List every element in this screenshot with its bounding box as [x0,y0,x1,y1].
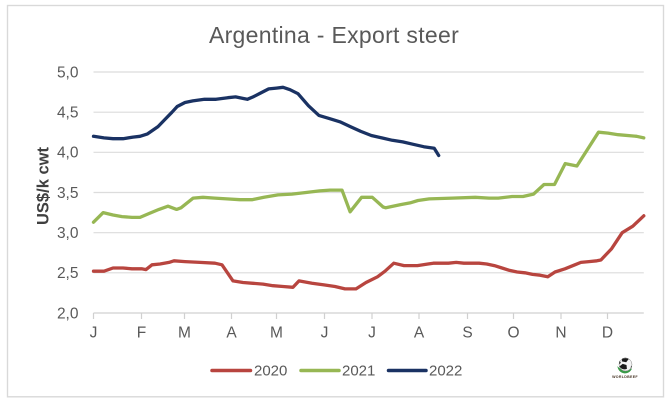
svg-text:D: D [602,325,613,342]
svg-text:N: N [555,325,566,342]
svg-text:A: A [226,325,237,342]
svg-text:3,5: 3,5 [57,185,79,202]
svg-text:Argentina - Export steer: Argentina - Export steer [209,22,459,48]
svg-text:A: A [414,325,425,342]
svg-text:2,5: 2,5 [57,265,79,282]
svg-text:2021: 2021 [342,363,375,380]
svg-text:3,0: 3,0 [57,225,79,242]
svg-text:J: J [90,325,98,342]
svg-text:M: M [270,325,283,342]
svg-text:2020: 2020 [254,363,287,380]
svg-text:2022: 2022 [429,363,462,380]
svg-text:5,0: 5,0 [57,64,79,81]
svg-text:J: J [321,325,329,342]
svg-text:F: F [137,325,146,342]
svg-text:4,0: 4,0 [57,145,79,162]
svg-text:WORLDBEEF: WORLDBEEF [612,375,638,379]
svg-text:O: O [507,325,519,342]
svg-text:S: S [462,325,472,342]
svg-text:4,5: 4,5 [57,105,79,122]
svg-text:2,0: 2,0 [57,305,79,322]
svg-text:US$/k cwt: US$/k cwt [35,147,53,225]
svg-text:M: M [178,325,191,342]
svg-text:J: J [368,325,376,342]
